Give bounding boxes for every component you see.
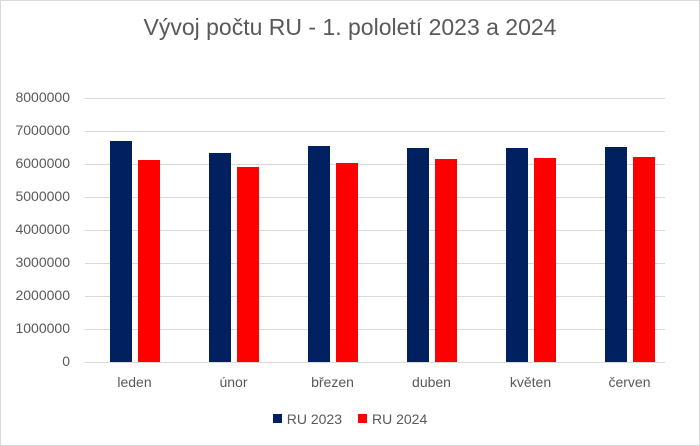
gridline — [85, 296, 665, 297]
gridline — [85, 98, 665, 99]
gridline — [85, 197, 665, 198]
chart-title: Vývoj počtu RU - 1. pololetí 2023 a 2024 — [143, 14, 557, 40]
bar — [236, 166, 259, 362]
gridline — [85, 164, 665, 165]
bar — [208, 153, 231, 362]
legend-item: RU 2024 — [358, 411, 427, 427]
gridline — [85, 329, 665, 330]
bar — [406, 148, 429, 362]
legend-label: RU 2023 — [286, 410, 342, 427]
x-tick-label: únor — [219, 374, 248, 390]
gridline — [85, 230, 665, 231]
gridline — [85, 131, 665, 132]
bar — [505, 148, 528, 362]
gridline — [85, 362, 665, 363]
y-tick-label: 2000000 — [15, 287, 70, 303]
x-tick-label: březen — [311, 374, 354, 390]
gridline — [85, 263, 665, 264]
x-tick-label: leden — [117, 374, 152, 390]
y-tick-label: 1000000 — [15, 320, 70, 336]
y-tick-label: 4000000 — [15, 221, 70, 237]
legend-label: RU 2024 — [372, 410, 428, 427]
bar — [632, 157, 655, 362]
legend-swatch — [272, 414, 282, 423]
bar — [604, 146, 627, 362]
legend-swatch — [358, 414, 367, 423]
y-tick-label: 7000000 — [15, 122, 70, 138]
y-tick-label: 6000000 — [15, 155, 70, 171]
bar — [335, 163, 358, 362]
y-tick-label: 8000000 — [15, 89, 70, 105]
x-tick-label: červen — [608, 374, 651, 390]
y-tick-label: 0 — [62, 353, 70, 369]
legend: RU 2023 RU 2024 — [0, 410, 700, 427]
x-tick-label: květen — [509, 374, 552, 390]
bar — [307, 145, 330, 362]
legend-item: RU 2023 — [272, 410, 342, 427]
bar — [533, 158, 556, 362]
y-tick-label: 3000000 — [15, 254, 70, 270]
y-tick-label: 5000000 — [15, 188, 70, 204]
x-tick-label: duben — [412, 374, 451, 390]
bar — [109, 140, 132, 362]
bar — [434, 159, 457, 362]
bar — [137, 160, 160, 362]
